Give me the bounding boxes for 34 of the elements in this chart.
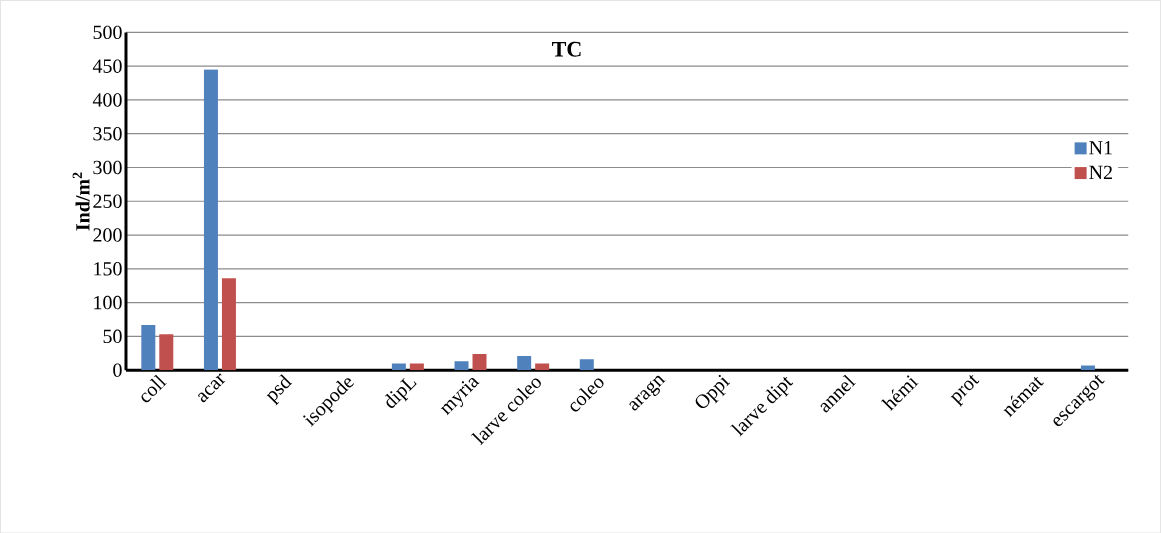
legend-label: N2 xyxy=(1089,165,1112,179)
bar xyxy=(221,278,236,370)
chart-title: TC xyxy=(552,41,581,57)
bar xyxy=(579,359,594,370)
y-tick-label: 450 xyxy=(92,59,122,73)
y-tick-label: 0 xyxy=(113,363,122,377)
y-axis-title: Ind/m$^{2}$ xyxy=(72,172,90,231)
bar xyxy=(141,324,156,370)
bar xyxy=(203,69,218,370)
bar xyxy=(409,363,424,370)
bar xyxy=(535,363,550,370)
bar xyxy=(391,363,406,370)
y-tick-label: 300 xyxy=(93,160,122,175)
y-tick-label: 150 xyxy=(94,261,122,276)
y-tick-label: 350 xyxy=(93,126,122,141)
x-tick-label: acar xyxy=(197,373,226,402)
bar xyxy=(1080,365,1095,370)
y-tick-label: 250 xyxy=(93,194,122,208)
x-tick-label: larve dipt xyxy=(730,376,794,437)
x-tick-label: coll xyxy=(141,374,167,402)
legend-label: N1 xyxy=(1089,140,1112,155)
x-tick-label: dipL xyxy=(385,377,417,408)
y-tick-label: 100 xyxy=(94,295,122,310)
bar xyxy=(454,361,469,370)
bar xyxy=(472,353,487,370)
y-tick-label: 50 xyxy=(103,329,122,343)
x-tick-label: Oppi xyxy=(695,374,731,408)
x-tick-label: psd xyxy=(266,374,293,406)
bar xyxy=(159,334,174,370)
bar xyxy=(517,355,532,370)
y-tick-label: 500 xyxy=(93,25,122,39)
y-tick-label: 200 xyxy=(93,228,122,242)
y-tick-label: 400 xyxy=(92,92,122,107)
x-tick-label: prot xyxy=(950,374,980,407)
